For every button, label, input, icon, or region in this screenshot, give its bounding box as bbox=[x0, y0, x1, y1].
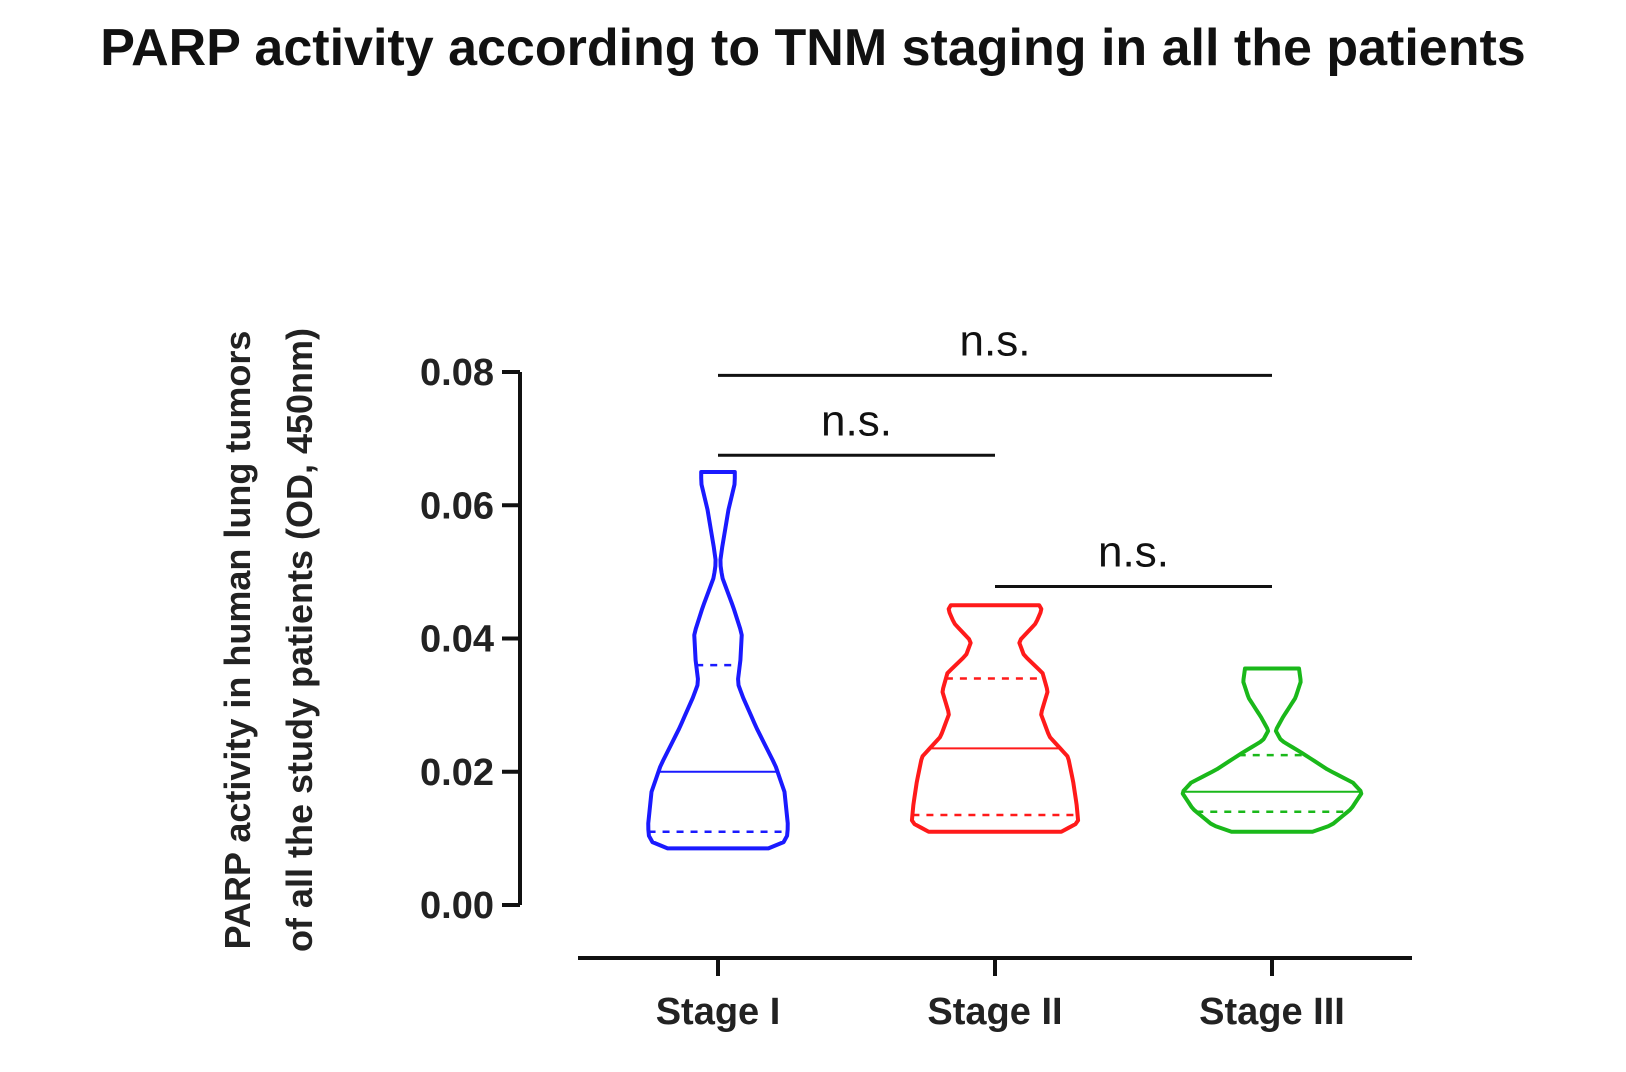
x-axis: Stage I Stage II Stage III bbox=[578, 956, 1412, 1033]
y-axis-title: PARP activity in human lung tumors of all… bbox=[217, 328, 320, 952]
violin-1 bbox=[646, 469, 790, 851]
x-tick-label: Stage III bbox=[1199, 991, 1345, 1033]
y-axis-title-line: PARP activity in human lung tumors bbox=[217, 331, 258, 950]
y-tick-label: 0.06 bbox=[420, 485, 494, 527]
y-tick-label: 0.08 bbox=[420, 352, 494, 394]
significance-brackets: n.s. n.s. n.s. bbox=[718, 316, 1272, 589]
significance-label: n.s. bbox=[821, 396, 892, 445]
y-axis: 0.00 0.02 0.04 0.06 0.08 bbox=[420, 352, 522, 927]
significance-label: n.s. bbox=[960, 316, 1031, 365]
x-tick-label: Stage I bbox=[656, 991, 781, 1033]
y-tick-label: 0.02 bbox=[420, 752, 494, 794]
x-tick-label: Stage II bbox=[927, 991, 1062, 1033]
y-axis-title-line: of all the study patients (OD, 450nm) bbox=[279, 328, 320, 952]
y-tick-label: 0.04 bbox=[420, 619, 494, 661]
page-title: PARP activity according to TNM staging i… bbox=[100, 19, 1526, 77]
significance-label: n.s. bbox=[1098, 528, 1169, 577]
y-tick-label: 0.00 bbox=[420, 885, 494, 927]
violin-2 bbox=[909, 603, 1081, 834]
violin-3 bbox=[1180, 666, 1364, 834]
violins bbox=[646, 469, 1364, 851]
